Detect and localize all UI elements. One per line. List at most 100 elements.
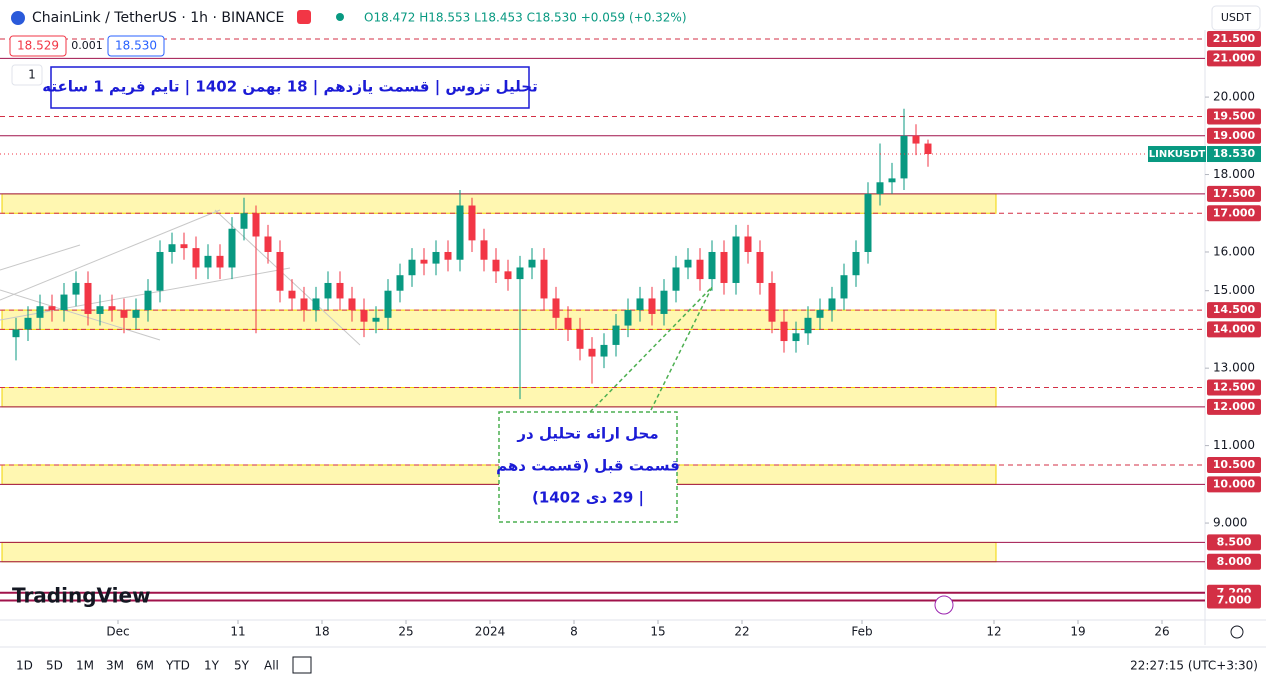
- currency-button[interactable]: [1211, 5, 1261, 31]
- y-tick-label: 16.000: [1213, 244, 1255, 258]
- ask[interactable]: 18.530: [115, 39, 157, 53]
- range-button[interactable]: All: [264, 659, 279, 673]
- candle-body: [252, 213, 260, 237]
- level-label: 19.500: [1213, 109, 1256, 122]
- y-tick-label: 11.000: [1213, 438, 1255, 452]
- x-tick-label: Dec: [106, 625, 129, 639]
- level-label: 21.000: [1213, 51, 1256, 64]
- candle-body: [132, 310, 140, 318]
- annotation-box: [50, 66, 530, 109]
- last-price-label: 18.530: [1213, 147, 1256, 160]
- zone: [1, 193, 997, 214]
- callout-line: قسمت قبل (قسمت دهم: [496, 457, 680, 475]
- range-button[interactable]: 5D: [46, 659, 63, 673]
- candle-body: [168, 244, 176, 252]
- candle-body: [516, 267, 524, 280]
- ohlc: O18.472 H18.553 L18.453 C18.530 +0.059 (…: [364, 11, 687, 25]
- level-badge: [1207, 321, 1261, 338]
- range-button[interactable]: 6M: [136, 659, 154, 673]
- price-badge: [1207, 146, 1261, 163]
- level-badge: [1207, 456, 1261, 473]
- date-range-icon[interactable]: [292, 656, 312, 674]
- candle-body: [828, 298, 836, 311]
- candle-body: [264, 236, 272, 252]
- level-label: 12.500: [1213, 381, 1256, 394]
- candle-body: [240, 213, 248, 229]
- x-tick-label: 11: [230, 625, 245, 639]
- candle-body: [96, 306, 104, 314]
- level-label: 19.000: [1213, 129, 1256, 142]
- clock: 22:27:15 (UTC+3:30): [1130, 659, 1258, 673]
- candle-body: [864, 193, 872, 252]
- level-badge: [1207, 185, 1261, 202]
- candle-body: [540, 259, 548, 299]
- candle-body: [504, 271, 512, 280]
- level-label: 12.000: [1213, 400, 1256, 413]
- candle-body: [384, 290, 392, 318]
- candle-body: [288, 290, 296, 299]
- level-label: 7.000: [1217, 594, 1252, 607]
- bid[interactable]: 18.529: [17, 39, 59, 53]
- range-button[interactable]: 3M: [106, 659, 124, 673]
- candle-body: [792, 333, 800, 342]
- level-badge: [1207, 50, 1261, 67]
- candle-body: [12, 329, 20, 338]
- range-button[interactable]: 1Y: [204, 659, 220, 673]
- callout-box: [498, 411, 678, 523]
- x-tick-label: Feb: [851, 625, 872, 639]
- candle-body: [528, 259, 536, 268]
- candle-body: [120, 310, 128, 318]
- symbol[interactable]: ChainLink / TetherUS · 1h · BINANCE: [32, 10, 284, 26]
- range-button[interactable]: 1D: [16, 659, 33, 673]
- callout-pointer: [589, 286, 713, 413]
- candle-body: [276, 251, 284, 291]
- symbol-label: LINKUSDT: [1149, 149, 1206, 160]
- level-label: 8.500: [1217, 535, 1252, 548]
- candle-body: [300, 298, 308, 311]
- x-tick-label: 19: [1070, 625, 1085, 639]
- candle-body: [636, 298, 644, 311]
- candle-body: [84, 282, 92, 314]
- x-tick-label: 26: [1154, 625, 1169, 639]
- live-dot: [336, 13, 344, 21]
- range-button[interactable]: 5Y: [234, 659, 250, 673]
- x-tick-label: 18: [314, 625, 329, 639]
- symbol-icon: [11, 11, 25, 25]
- level-badge: [1207, 302, 1261, 319]
- trend-line: [0, 209, 221, 301]
- candle-body: [204, 255, 212, 268]
- logo: TradingView: [12, 584, 151, 608]
- currency[interactable]: USDT: [1221, 11, 1252, 24]
- level-badge: [1207, 205, 1261, 222]
- x-tick-label: 12: [986, 625, 1001, 639]
- x-tick-label: 22: [734, 625, 749, 639]
- annotation-title: تحلیل تزوس | قسمت یازدهم | 18 بهمن 1402 …: [42, 78, 537, 97]
- sell-button[interactable]: [9, 35, 67, 57]
- indicator-toggle[interactable]: [11, 64, 43, 86]
- range-button[interactable]: 1M: [76, 659, 94, 673]
- candle-body: [456, 205, 464, 260]
- level-label: 8.000: [1217, 555, 1252, 568]
- candle-body: [396, 275, 404, 291]
- x-tick-label: 25: [398, 625, 413, 639]
- candle-body: [60, 294, 68, 311]
- candle-body: [108, 306, 116, 311]
- candle-body: [336, 282, 344, 299]
- candle-body: [216, 255, 224, 268]
- level-label: 10.500: [1213, 458, 1256, 471]
- candle-body: [228, 228, 236, 268]
- candle-body: [72, 282, 80, 295]
- plot: [0, 38, 1209, 624]
- buy-button[interactable]: [107, 35, 165, 57]
- range-button[interactable]: YTD: [165, 659, 190, 673]
- candle-body: [912, 135, 920, 144]
- settings-icon[interactable]: [1230, 625, 1244, 639]
- indicator-count[interactable]: 1: [28, 68, 36, 82]
- event-icon[interactable]: [934, 595, 954, 615]
- callout-line: محل ارائه تحلیل در: [516, 425, 658, 443]
- candle-body: [480, 240, 488, 260]
- level-label: 14.500: [1213, 303, 1256, 316]
- candle-body: [468, 205, 476, 241]
- callout-line: | 29 دی 1402): [532, 489, 644, 508]
- candle-body: [660, 290, 668, 314]
